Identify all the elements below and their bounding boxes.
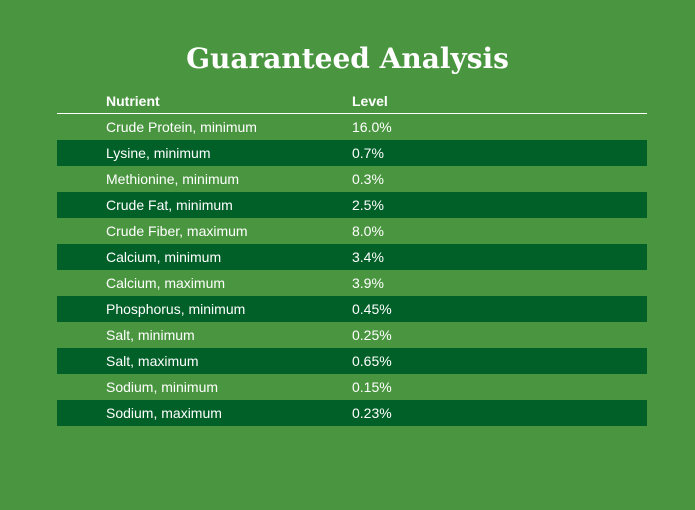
nutrient-cell: Crude Protein, minimum — [106, 119, 257, 135]
column-header: Level — [352, 88, 647, 114]
level-cell: 0.23% — [352, 400, 647, 426]
table-row: Phosphorus, minimum 0.45% — [57, 296, 647, 322]
nutrient-cell: Crude Fiber, maximum — [106, 223, 248, 239]
table-row: Crude Fat, minimum 2.5% — [57, 192, 647, 218]
level-cell: 0.7% — [352, 140, 647, 166]
level-cell: 0.3% — [352, 171, 384, 187]
level-cell: 3.4% — [352, 244, 647, 270]
table-row: Sodium, minimum 0.15% — [57, 374, 647, 400]
table-row: Crude Protein, minimum 16.0% — [57, 114, 647, 141]
level-cell: 0.65% — [352, 348, 647, 374]
nutrient-cell: Sodium, minimum — [106, 379, 219, 395]
nutrient-cell: Crude Fat, minimum — [57, 192, 352, 218]
nutrient-cell: Methionine, minimum — [106, 171, 240, 187]
table-row: Lysine, minimum 0.7% — [57, 140, 647, 166]
level-cell: 0.15% — [352, 379, 392, 395]
table-row: Calcium, minimum 3.4% — [57, 244, 647, 270]
analysis-table: Nutrient Level Crude Protein, minimum 16.… — [57, 88, 647, 426]
level-cell: 0.25% — [352, 327, 392, 343]
nutrient-cell: Calcium, maximum — [106, 275, 226, 291]
level-cell: 2.5% — [352, 192, 647, 218]
nutrient-cell: Salt, minimum — [106, 327, 195, 343]
level-cell: 16.0% — [352, 119, 392, 135]
header-row: Nutrient Level — [57, 88, 647, 114]
table-row: Crude Fiber, maximum 8.0% — [57, 218, 647, 244]
level-cell: 8.0% — [352, 223, 384, 239]
table-row: Methionine, minimum 0.3% — [57, 166, 647, 192]
nutrient-cell: Lysine, minimum — [57, 140, 352, 166]
table-row: Calcium, maximum 3.9% — [57, 270, 647, 296]
table-row: Salt, maximum 0.65% — [57, 348, 647, 374]
table-row: Salt, minimum 0.25% — [57, 322, 647, 348]
column-header: Nutrient — [57, 88, 352, 114]
nutrient-cell: Calcium, minimum — [57, 244, 352, 270]
nutrient-cell: Sodium, maximum — [57, 400, 352, 426]
nutrient-cell: Salt, maximum — [57, 348, 352, 374]
title: Guaranteed Analysis — [186, 42, 509, 75]
level-cell: 3.9% — [352, 275, 384, 291]
level-cell: 0.45% — [352, 296, 647, 322]
nutrient-cell: Phosphorus, minimum — [57, 296, 352, 322]
table-row: Sodium, maximum 0.23% — [57, 400, 647, 426]
